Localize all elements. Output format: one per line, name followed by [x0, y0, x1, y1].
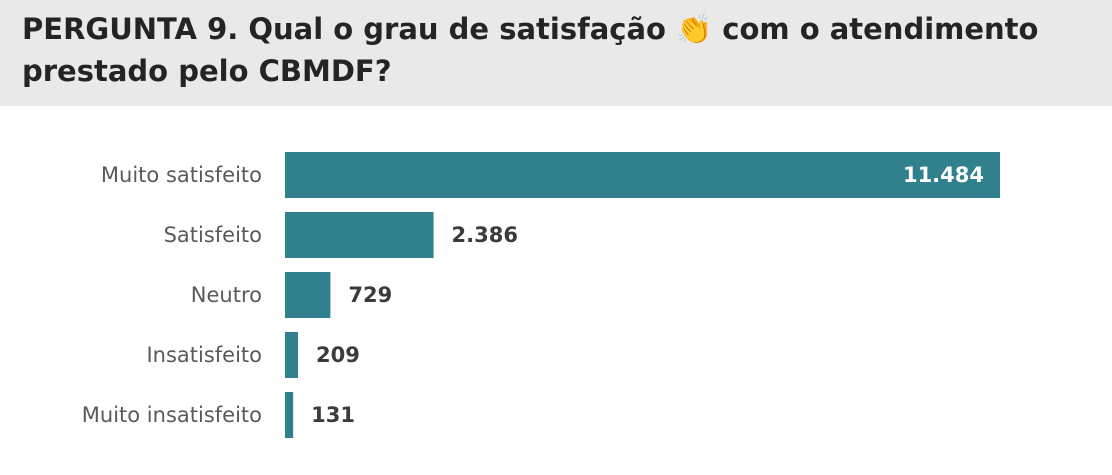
bar [285, 272, 331, 318]
chart: Muito satisfeito 11.484 Satisfeito 2.386 Neu… [82, 152, 1000, 438]
value-label: 209 [316, 343, 360, 367]
bar [285, 212, 434, 258]
chart-title: PERGUNTA 9. Qual o grau de satisfação 👏 … [22, 12, 1039, 88]
header: PERGUNTA 9. Qual o grau de satisfação 👏 … [0, 0, 1112, 106]
category-label: Neutro [191, 283, 262, 307]
category-label: Muito satisfeito [101, 163, 262, 187]
bar [285, 392, 294, 438]
category-label: Satisfeito [164, 223, 262, 247]
bar [285, 152, 1000, 198]
category-label: Muito insatisfeito [82, 403, 262, 427]
category-label: Insatisfeito [146, 343, 262, 367]
value-label: 729 [348, 283, 392, 307]
value-label: 2.386 [452, 223, 518, 247]
value-label: 131 [311, 403, 355, 427]
bar [285, 332, 299, 378]
value-label: 11.484 [903, 163, 984, 187]
